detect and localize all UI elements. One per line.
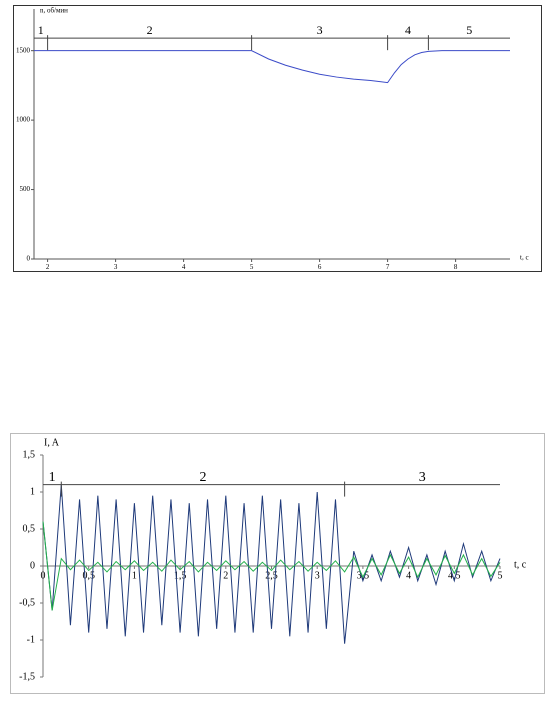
phase-label: 4 [405, 23, 411, 37]
phase-label: 2 [147, 23, 153, 37]
y-axis-label: n, об/мин [40, 7, 68, 15]
x-tick-label: 2 [223, 570, 228, 581]
phase-label: 1 [38, 23, 44, 37]
x-tick-label: 0 [41, 570, 46, 581]
x-axis-label: t, c [520, 254, 529, 262]
y-tick-label: 1000 [16, 116, 31, 124]
data-line [42, 521, 501, 611]
phase-label: 3 [419, 470, 426, 485]
y-tick-label: 1500 [16, 46, 31, 54]
data-line [42, 484, 501, 644]
y-tick-label: -1 [27, 634, 35, 645]
chart-frame [13, 5, 542, 272]
data-line [34, 50, 510, 84]
x-tick-label: 4,5 [448, 570, 461, 581]
x-tick-label: 5 [250, 263, 254, 271]
x-tick-label: 3,5 [357, 570, 370, 581]
y-tick-label: 0 [30, 560, 35, 571]
y-axis-label: I, A [44, 437, 60, 448]
y-tick-label: 0,5 [23, 523, 36, 534]
y-tick-label: -1,5 [19, 671, 35, 682]
x-tick-label: 2,5 [265, 570, 278, 581]
phase-label: 3 [317, 23, 323, 37]
x-axis-label: t, c [514, 559, 527, 570]
x-tick-label: 2 [46, 263, 50, 271]
x-tick-label: 3 [315, 570, 320, 581]
x-tick-label: 0,5 [82, 570, 95, 581]
y-tick-label: 1 [30, 486, 35, 497]
phase-label: 5 [466, 23, 472, 37]
x-tick-label: 5 [498, 570, 503, 581]
y-tick-label: -0,5 [19, 597, 35, 608]
x-tick-label: 6 [318, 263, 322, 271]
x-tick-label: 3 [114, 263, 118, 271]
y-tick-label: 1,5 [23, 449, 36, 460]
x-tick-label: 1 [132, 570, 137, 581]
y-tick-label: 0 [27, 255, 31, 263]
y-tick-label: 500 [20, 185, 31, 193]
chart-frame [10, 433, 545, 694]
x-tick-label: 1,5 [174, 570, 187, 581]
phase-label: 2 [199, 470, 206, 485]
x-tick-label: 4 [406, 570, 411, 581]
x-tick-label: 4 [182, 263, 186, 271]
x-tick-label: 8 [454, 263, 458, 271]
phase-label: 1 [49, 470, 56, 485]
x-tick-label: 7 [386, 263, 390, 271]
